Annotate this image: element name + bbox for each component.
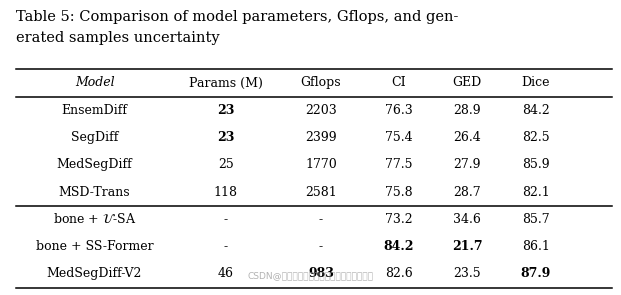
- Text: 82.1: 82.1: [522, 186, 550, 199]
- Text: bone + SS-Former: bone + SS-Former: [35, 240, 153, 253]
- Text: Model: Model: [75, 76, 114, 89]
- Text: 75.8: 75.8: [385, 186, 412, 199]
- Text: 84.2: 84.2: [522, 104, 550, 117]
- Text: 85.9: 85.9: [522, 158, 550, 171]
- Text: Table 5: Comparison of model parameters, Gflops, and gen-: Table 5: Comparison of model parameters,…: [16, 10, 458, 24]
- Text: Params (M): Params (M): [189, 76, 263, 89]
- Text: MedSegDiff: MedSegDiff: [57, 158, 132, 171]
- Text: 73.2: 73.2: [385, 213, 412, 226]
- Text: Dice: Dice: [522, 76, 550, 89]
- Text: MedSegDiff-V2: MedSegDiff-V2: [47, 268, 142, 281]
- Text: -: -: [224, 213, 228, 226]
- Text: 82.5: 82.5: [522, 131, 550, 144]
- Text: 2399: 2399: [306, 131, 337, 144]
- Text: 34.6: 34.6: [453, 213, 481, 226]
- Text: -: -: [319, 240, 323, 253]
- Text: CI: CI: [391, 76, 406, 89]
- Text: 86.1: 86.1: [522, 240, 550, 253]
- Text: 23: 23: [217, 131, 234, 144]
- Text: -: -: [224, 240, 228, 253]
- Text: 2203: 2203: [305, 104, 337, 117]
- Text: 118: 118: [214, 186, 238, 199]
- Text: 28.7: 28.7: [453, 186, 481, 199]
- Text: 26.4: 26.4: [453, 131, 481, 144]
- Text: -: -: [319, 213, 323, 226]
- Text: EnsemDiff: EnsemDiff: [61, 104, 127, 117]
- Text: Gflops: Gflops: [301, 76, 342, 89]
- Text: 23: 23: [217, 104, 234, 117]
- Text: 84.2: 84.2: [383, 240, 414, 253]
- Text: 23.5: 23.5: [453, 268, 481, 281]
- Text: erated samples uncertainty: erated samples uncertainty: [16, 31, 219, 45]
- Text: 1770: 1770: [305, 158, 337, 171]
- Text: 2581: 2581: [305, 186, 337, 199]
- Text: 983: 983: [308, 268, 334, 281]
- Text: bone + $\mathcal{U}$-SA: bone + $\mathcal{U}$-SA: [53, 212, 136, 226]
- Text: 25: 25: [218, 158, 233, 171]
- Text: CSDN@我在努力学习分割（禁止说我水平差）: CSDN@我在努力学习分割（禁止说我水平差）: [248, 271, 373, 280]
- Text: 75.4: 75.4: [385, 131, 412, 144]
- Text: 28.9: 28.9: [453, 104, 481, 117]
- Text: 82.6: 82.6: [384, 268, 412, 281]
- Text: 76.3: 76.3: [384, 104, 412, 117]
- Text: 77.5: 77.5: [385, 158, 412, 171]
- Text: 85.7: 85.7: [522, 213, 550, 226]
- Text: 46: 46: [218, 268, 233, 281]
- Text: 87.9: 87.9: [520, 268, 551, 281]
- Text: 27.9: 27.9: [453, 158, 481, 171]
- Text: MSD-Trans: MSD-Trans: [59, 186, 130, 199]
- Text: GED: GED: [453, 76, 482, 89]
- Text: SegDiff: SegDiff: [71, 131, 118, 144]
- Text: 21.7: 21.7: [452, 240, 483, 253]
